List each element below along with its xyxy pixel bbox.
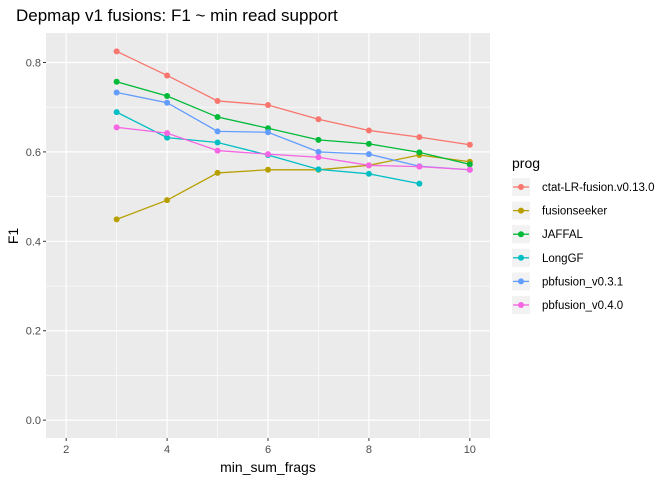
series-layer <box>113 48 473 223</box>
data-point <box>214 114 221 121</box>
data-point <box>265 166 271 173</box>
x-axis-title: min_sum_frags <box>220 459 316 475</box>
legend-key-point <box>518 207 524 214</box>
legend-key-point <box>518 302 524 308</box>
data-point <box>365 140 372 147</box>
legend-item: LongGF <box>512 248 584 267</box>
data-point <box>113 48 120 55</box>
data-point <box>365 127 372 134</box>
legend-item: fusionseeker <box>512 201 607 220</box>
legend-key-point <box>518 231 524 238</box>
y-axis: 0.0 0.2 0.4 0.6 0.8 <box>26 58 46 427</box>
x-tick-label: 2 <box>63 444 69 456</box>
data-point <box>315 148 322 155</box>
data-point <box>416 134 423 141</box>
data-point <box>315 166 322 173</box>
data-point <box>164 93 171 100</box>
legend-label: pbfusion_v0.4.0 <box>542 300 623 312</box>
data-point <box>365 170 372 177</box>
legend-title: prog <box>512 155 540 171</box>
data-point <box>164 99 171 106</box>
data-point <box>164 130 171 137</box>
data-point <box>315 116 322 123</box>
data-point <box>365 162 372 169</box>
data-point <box>416 149 423 156</box>
series-line <box>116 91 470 171</box>
legend-item: JAFFAL <box>512 225 584 244</box>
data-point <box>113 124 120 131</box>
data-point <box>164 197 171 204</box>
series-line <box>116 126 470 171</box>
data-point <box>315 136 322 143</box>
data-point <box>164 134 171 141</box>
series-JAFFAL <box>113 78 473 168</box>
legend: prog ctat-LR-fusion.v0.13.0 fusionseeker J… <box>512 155 655 314</box>
series-line <box>116 81 470 166</box>
legend-label: LongGF <box>542 253 584 265</box>
data-point <box>113 109 120 116</box>
x-tick-label: 4 <box>164 444 170 456</box>
legend-key-point <box>518 254 524 261</box>
data-point <box>214 97 221 104</box>
data-point <box>164 72 171 79</box>
data-point <box>113 78 120 85</box>
chart-title: Depmap v1 fusions: F1 ~ min read support <box>16 6 338 25</box>
data-point <box>466 141 473 148</box>
y-tick-label: 0.6 <box>26 147 41 159</box>
series-ctat-LR-fusion.v0.13.0 <box>113 48 473 148</box>
data-point <box>265 129 271 136</box>
data-point <box>113 89 120 96</box>
data-point <box>265 151 271 158</box>
x-tick-label: 6 <box>265 444 271 456</box>
data-point <box>466 161 473 168</box>
data-point <box>214 128 221 135</box>
data-point <box>365 151 372 158</box>
legend-label: fusionseeker <box>542 206 607 218</box>
legend-label: ctat-LR-fusion.v0.13.0 <box>542 182 655 194</box>
data-point <box>315 154 322 161</box>
series-line <box>116 154 470 221</box>
data-point <box>214 139 221 146</box>
x-axis: 2 4 6 8 10 <box>63 438 476 456</box>
data-point <box>214 147 221 154</box>
data-point <box>265 101 271 108</box>
legend-item: pbfusion_v0.4.0 <box>512 296 623 314</box>
legend-label: JAFFAL <box>542 229 584 241</box>
y-tick-label: 0.2 <box>26 326 41 338</box>
y-tick-label: 0.8 <box>26 58 41 70</box>
data-point <box>113 216 120 223</box>
data-point <box>214 169 221 176</box>
data-point <box>416 180 423 187</box>
y-tick-label: 0.4 <box>26 236 41 248</box>
legend-item: ctat-LR-fusion.v0.13.0 <box>512 178 655 196</box>
series-pbfusion_v0.4.0 <box>113 124 473 173</box>
series-line <box>116 50 470 146</box>
legend-item: pbfusion_v0.3.1 <box>512 272 623 291</box>
legend-label: pbfusion_v0.3.1 <box>542 276 623 288</box>
y-axis-title: F1 <box>5 228 21 245</box>
x-tick-label: 10 <box>464 444 476 456</box>
y-tick-label: 0.0 <box>26 415 41 427</box>
x-tick-label: 8 <box>366 444 372 456</box>
legend-key-point <box>518 184 524 190</box>
data-point <box>416 163 423 170</box>
major-gridlines <box>46 33 490 438</box>
legend-key-point <box>518 278 524 285</box>
data-point <box>466 166 473 173</box>
